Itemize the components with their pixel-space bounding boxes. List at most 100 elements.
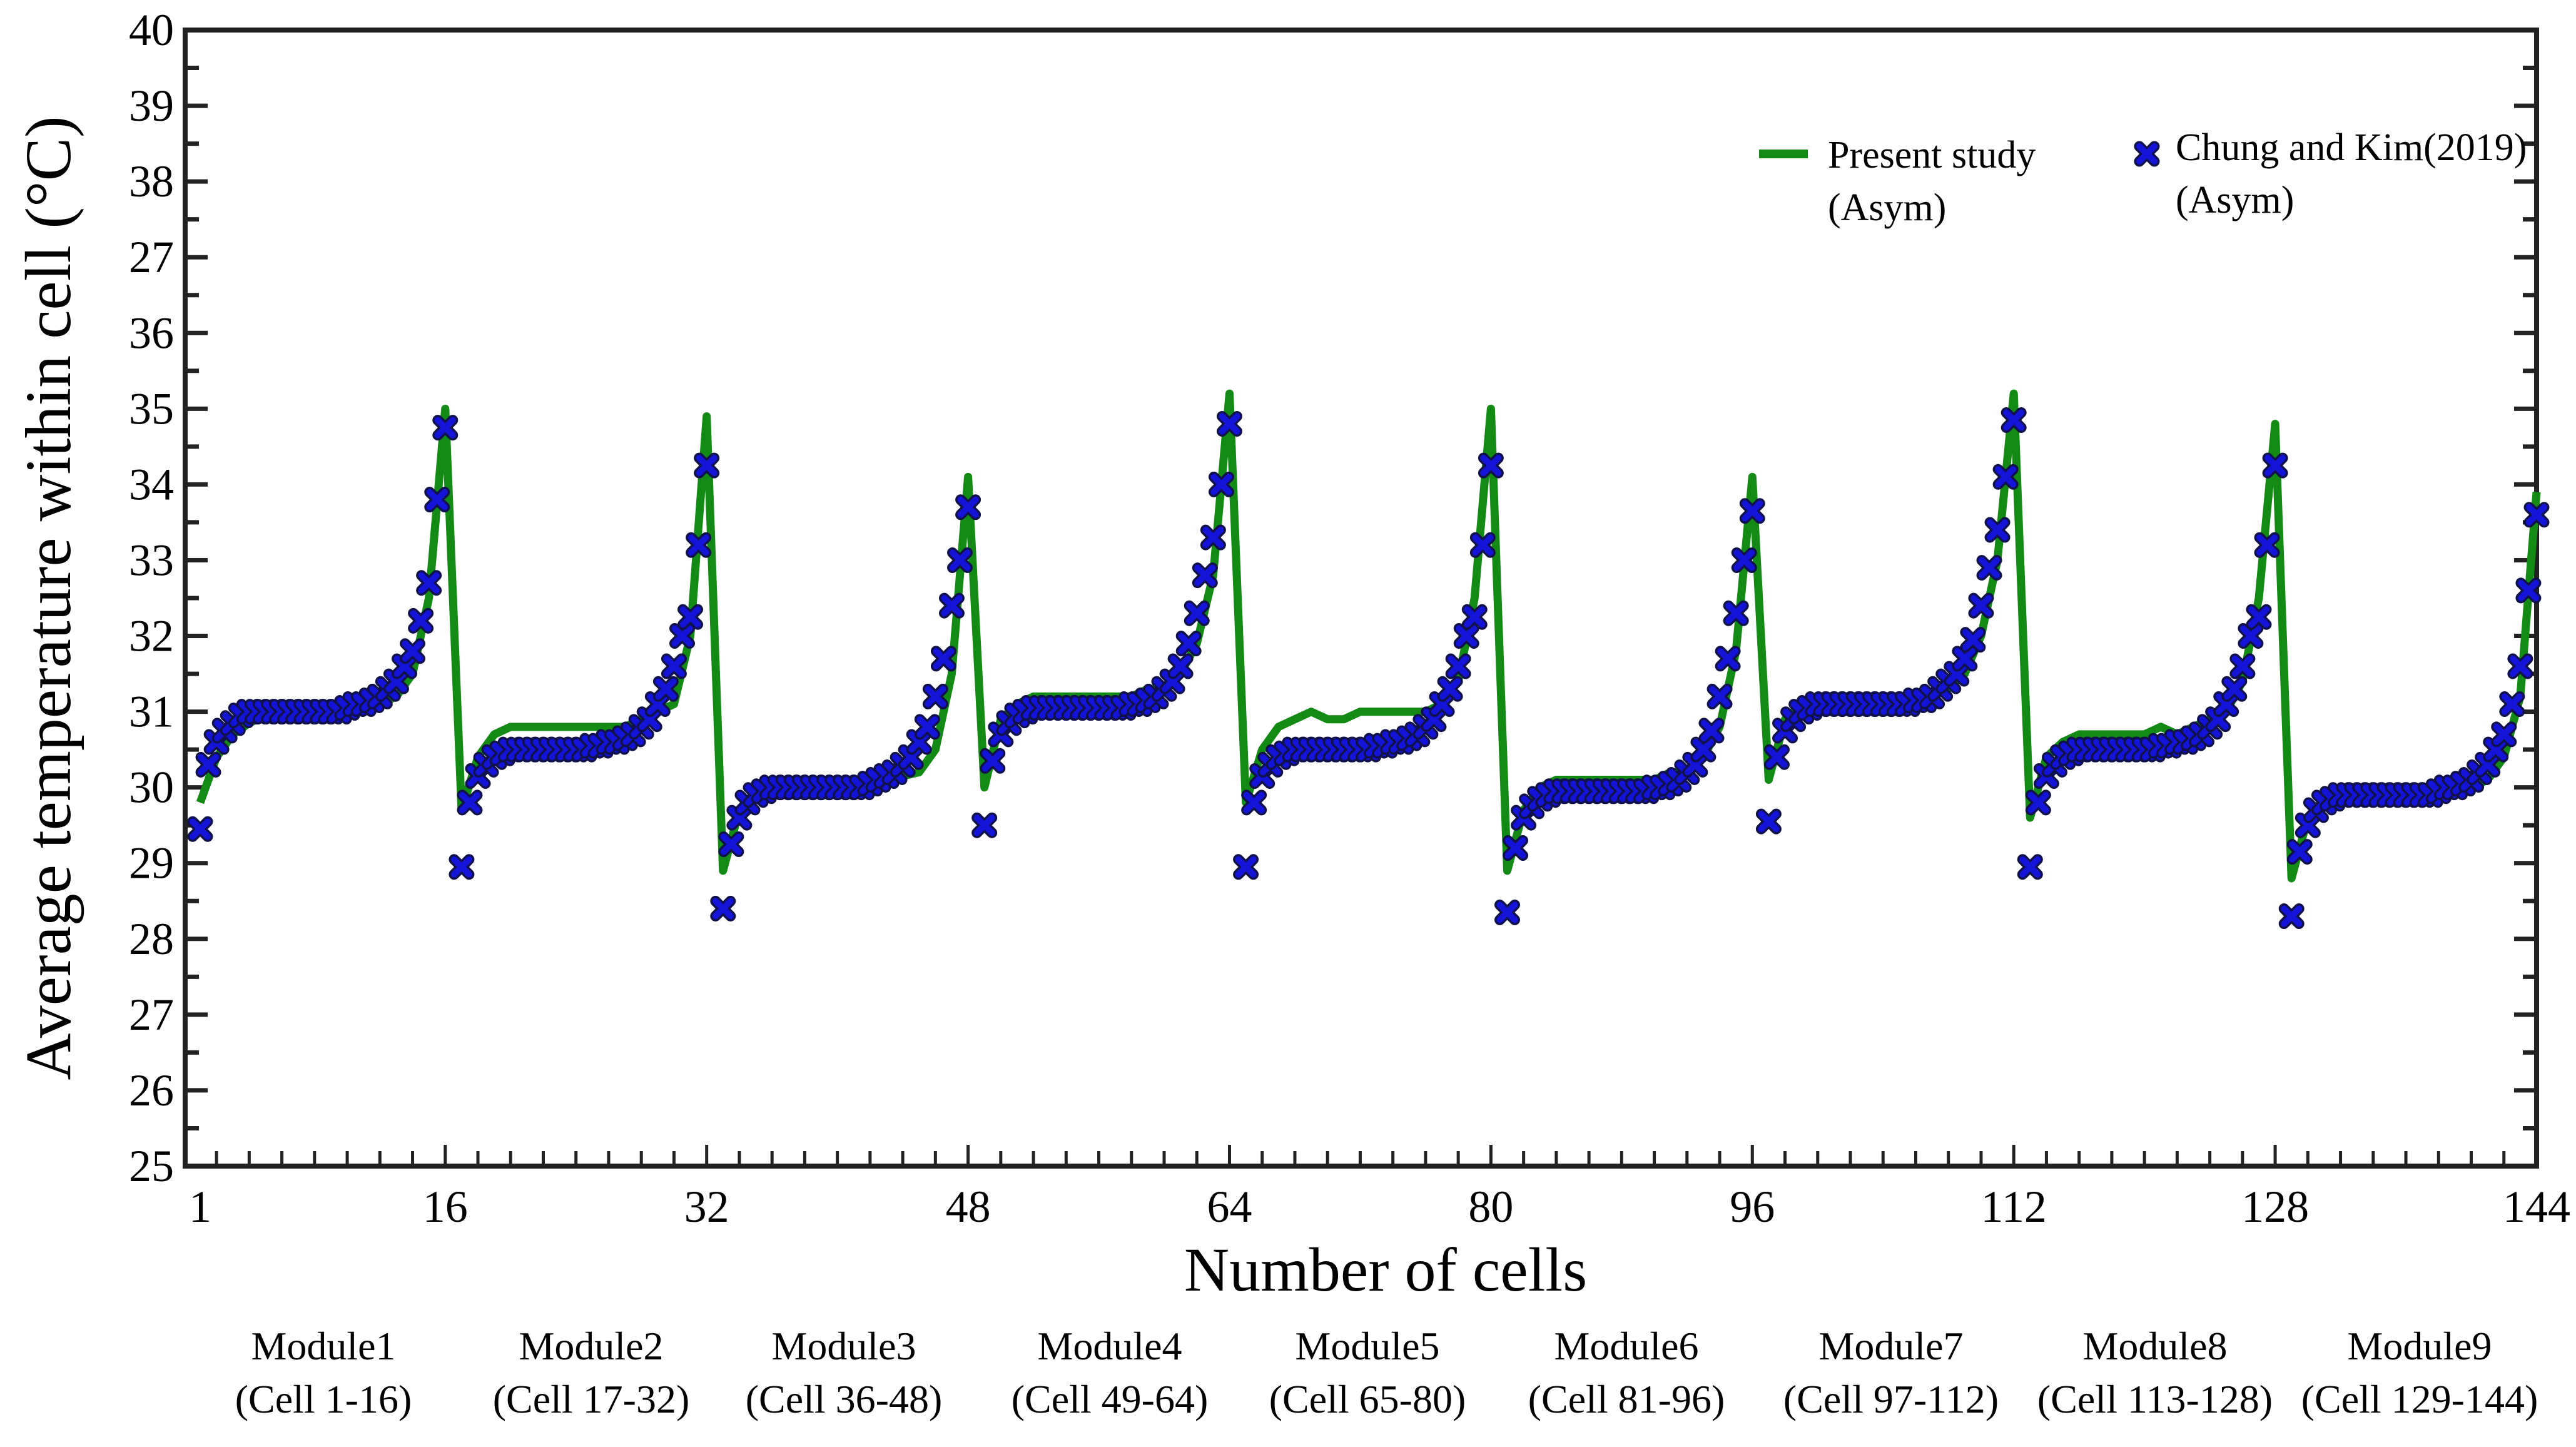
chung-kim-marker xyxy=(1992,464,2019,490)
chung-kim-marker xyxy=(980,748,1006,774)
chung-kim-marker xyxy=(2515,577,2542,604)
module-cell-range: (Cell 49-64) xyxy=(1012,1377,1209,1421)
chung-kim-marker xyxy=(1755,808,1782,835)
chung-kim-marker xyxy=(1698,718,1725,744)
y-tick-label: 33 xyxy=(129,535,174,585)
chung-kim-marker xyxy=(1192,562,1218,589)
chung-kim-marker xyxy=(1715,646,1741,672)
chung-kim-marker xyxy=(432,415,459,441)
legend-label-present-study-sub: (Asym) xyxy=(1828,186,1946,229)
module-cell-range: (Cell 65-80) xyxy=(1269,1377,1466,1421)
module-cell-range: (Cell 113-128) xyxy=(2037,1377,2273,1421)
y-tick-label: 26 xyxy=(129,1065,174,1115)
chung-kim-marker xyxy=(449,854,475,880)
chung-kim-marker xyxy=(947,547,973,573)
chung-kim-marker xyxy=(1976,555,2002,581)
x-axis-title: Number of cells xyxy=(1184,1235,1587,1304)
chung-kim-marker xyxy=(1731,547,1757,573)
module-name: Module2 xyxy=(519,1324,663,1368)
chung-kim-marker xyxy=(457,790,483,816)
x-tick-label: 80 xyxy=(1468,1182,1513,1232)
module-name: Module6 xyxy=(1554,1324,1698,1368)
module-name: Module5 xyxy=(1295,1324,1439,1368)
x-tick-labels: 1 16 32 48 64 80 96 112 128 144 xyxy=(189,1182,2570,1232)
chung-kim-marker xyxy=(1960,627,1986,653)
chung-kim-marker xyxy=(2507,653,2533,679)
chung-kim-marker xyxy=(1952,646,1978,672)
y-axis-title: Average temperature within cell (°C) xyxy=(13,116,84,1080)
module-cell-range: (Cell 36-48) xyxy=(746,1377,943,1421)
y-tick-label: 27 xyxy=(129,990,174,1040)
y-tick-label: 34 xyxy=(129,459,174,509)
chung-kim-marker xyxy=(2246,604,2272,630)
module-name: Module4 xyxy=(1037,1324,1182,1368)
chung-kim-marker xyxy=(2025,790,2051,816)
chung-kim-marker xyxy=(2000,407,2027,433)
x-tick-label: 48 xyxy=(946,1182,991,1232)
chung-kim-marker xyxy=(644,691,671,717)
chung-kim-marker xyxy=(1453,623,1479,649)
chung-kim-marker xyxy=(1984,517,2011,543)
chung-kim-marker xyxy=(1478,452,1504,479)
chung-kim-marker xyxy=(408,607,434,634)
x-tick-label: 64 xyxy=(1207,1182,1252,1232)
legend-label-chung-kim-sub: (Asym) xyxy=(2176,179,2294,221)
chung-kim-marker xyxy=(195,751,221,778)
x-tick-label: 16 xyxy=(423,1182,468,1232)
chung-kim-marker xyxy=(2229,653,2256,679)
chung-kim-marker xyxy=(1216,411,1242,437)
chung-kim-marker xyxy=(1494,899,1521,925)
chung-kim-marker xyxy=(1968,592,1994,619)
y-tick-label: 40 xyxy=(129,5,174,55)
chung-kim-marker xyxy=(2238,623,2264,649)
chung-kim-marker xyxy=(710,895,736,922)
chung-kim-marker xyxy=(669,623,696,649)
present-study-series xyxy=(196,389,2541,883)
module-cell-range: (Cell 97-112) xyxy=(1783,1377,1999,1421)
legend: Present study (Asym) Chung and Kim(2019)… xyxy=(1759,126,2527,229)
y-tick-label: 39 xyxy=(129,81,174,131)
chung-kim-marker xyxy=(424,487,450,513)
chung-kim-marker xyxy=(694,452,720,479)
module-name: Module9 xyxy=(2347,1324,2492,1368)
legend-x-marker-icon xyxy=(2134,141,2160,167)
chung-kim-marker xyxy=(1241,790,1267,816)
chung-kim-marker xyxy=(922,683,948,709)
chung-kim-marker xyxy=(1763,744,1790,770)
module-cell-range: (Cell 129-144) xyxy=(2301,1377,2538,1421)
chung-kim-marker xyxy=(1469,532,1496,558)
chung-kim-marker xyxy=(1167,653,1194,679)
legend-label-present-study: Present study xyxy=(1828,134,2036,176)
chung-kim-marker xyxy=(1437,676,1463,702)
y-tick-labels: 25 26 27 28 29 30 31 32 33 34 35 36 27 38 39 40 xyxy=(129,5,174,1191)
chung-kim-series xyxy=(187,407,2550,929)
chung-kim-marker xyxy=(1208,471,1234,497)
chung-kim-marker xyxy=(955,494,981,520)
chung-kim-marker xyxy=(1690,736,1716,763)
present-study-line xyxy=(196,389,2541,883)
module-name: Module8 xyxy=(2082,1324,2227,1368)
chung-kim-marker xyxy=(1445,653,1471,679)
x-tick-label: 96 xyxy=(1730,1182,1775,1232)
chung-kim-marker xyxy=(2491,721,2517,748)
chung-kim-marker xyxy=(416,570,442,596)
module-cell-range: (Cell 1-16) xyxy=(235,1377,412,1421)
chung-kim-marker xyxy=(2262,452,2288,479)
y-tick-label: 38 xyxy=(129,156,174,206)
chung-kim-marker xyxy=(2499,691,2525,717)
chung-kim-marker xyxy=(686,532,712,558)
chung-kim-marker xyxy=(2523,502,2550,528)
chung-kim-marker xyxy=(1233,854,1259,880)
module-labels: Module1 (Cell 1-16) Module2 (Cell 17-32) Mod… xyxy=(235,1324,2538,1421)
legend-marker-x xyxy=(2134,141,2160,167)
y-tick-label: 35 xyxy=(129,383,174,434)
legend-label-chung-kim: Chung and Kim(2019) xyxy=(2176,126,2527,169)
chung-kim-marker xyxy=(2278,903,2305,929)
module-cell-range: (Cell 17-32) xyxy=(493,1377,690,1421)
chung-kim-marker xyxy=(1184,600,1210,626)
axis-ticks xyxy=(185,28,2538,1169)
chung-kim-marker xyxy=(914,714,940,740)
y-tick-label: 36 xyxy=(129,308,174,358)
y-tick-label: 30 xyxy=(129,763,174,813)
